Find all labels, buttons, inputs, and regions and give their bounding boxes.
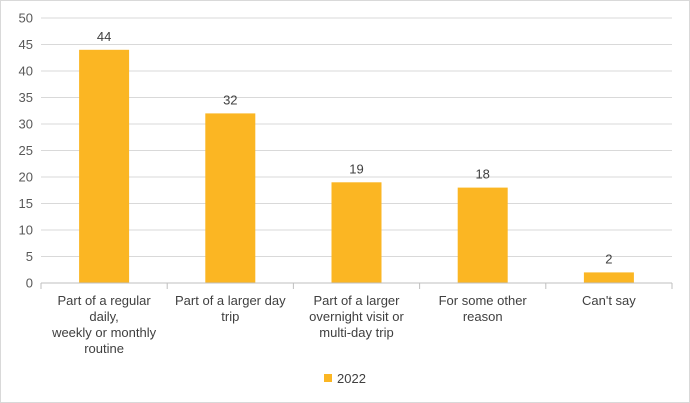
data-label: 19	[349, 161, 363, 176]
bar	[457, 187, 508, 283]
y-tick-label: 50	[19, 11, 33, 26]
data-labels: 44 32 19 18 2	[97, 29, 613, 267]
bar	[205, 113, 256, 284]
bar	[79, 49, 130, 283]
x-tick-label: For some other reason	[439, 293, 528, 324]
data-label: 2	[605, 251, 612, 266]
data-label: 18	[475, 167, 489, 182]
x-tick-label: Part of a larger overnight visit or multi-…	[309, 293, 404, 340]
bar	[331, 182, 382, 283]
y-tick-label: 45	[19, 37, 33, 52]
legend-swatch	[324, 374, 332, 382]
y-tick-label: 0	[26, 276, 33, 291]
x-tick-label: Part of a regular daily, weekly or monthly…	[51, 293, 157, 356]
x-tick-label: Part of a larger day trip	[175, 293, 286, 324]
y-tick-label: 25	[19, 143, 33, 158]
data-label: 32	[223, 92, 237, 107]
y-axis: 0 5 10 15 20 25 30 35 40 45 50	[19, 11, 33, 291]
y-tick-label: 15	[19, 196, 33, 211]
data-label: 44	[97, 29, 111, 44]
x-axis: Part of a regular daily, weekly or monthly…	[40, 282, 673, 356]
y-tick-label: 30	[19, 117, 33, 132]
y-tick-label: 20	[19, 170, 33, 185]
bars	[79, 49, 634, 284]
bar	[583, 272, 634, 283]
y-tick-label: 5	[26, 249, 33, 264]
y-tick-label: 40	[19, 64, 33, 79]
legend: 2022	[324, 371, 366, 386]
gridlines	[41, 17, 672, 257]
legend-label: 2022	[337, 371, 366, 386]
y-tick-label: 35	[19, 90, 33, 105]
x-tick-label: Can't say	[582, 293, 636, 308]
y-tick-label: 10	[19, 223, 33, 238]
